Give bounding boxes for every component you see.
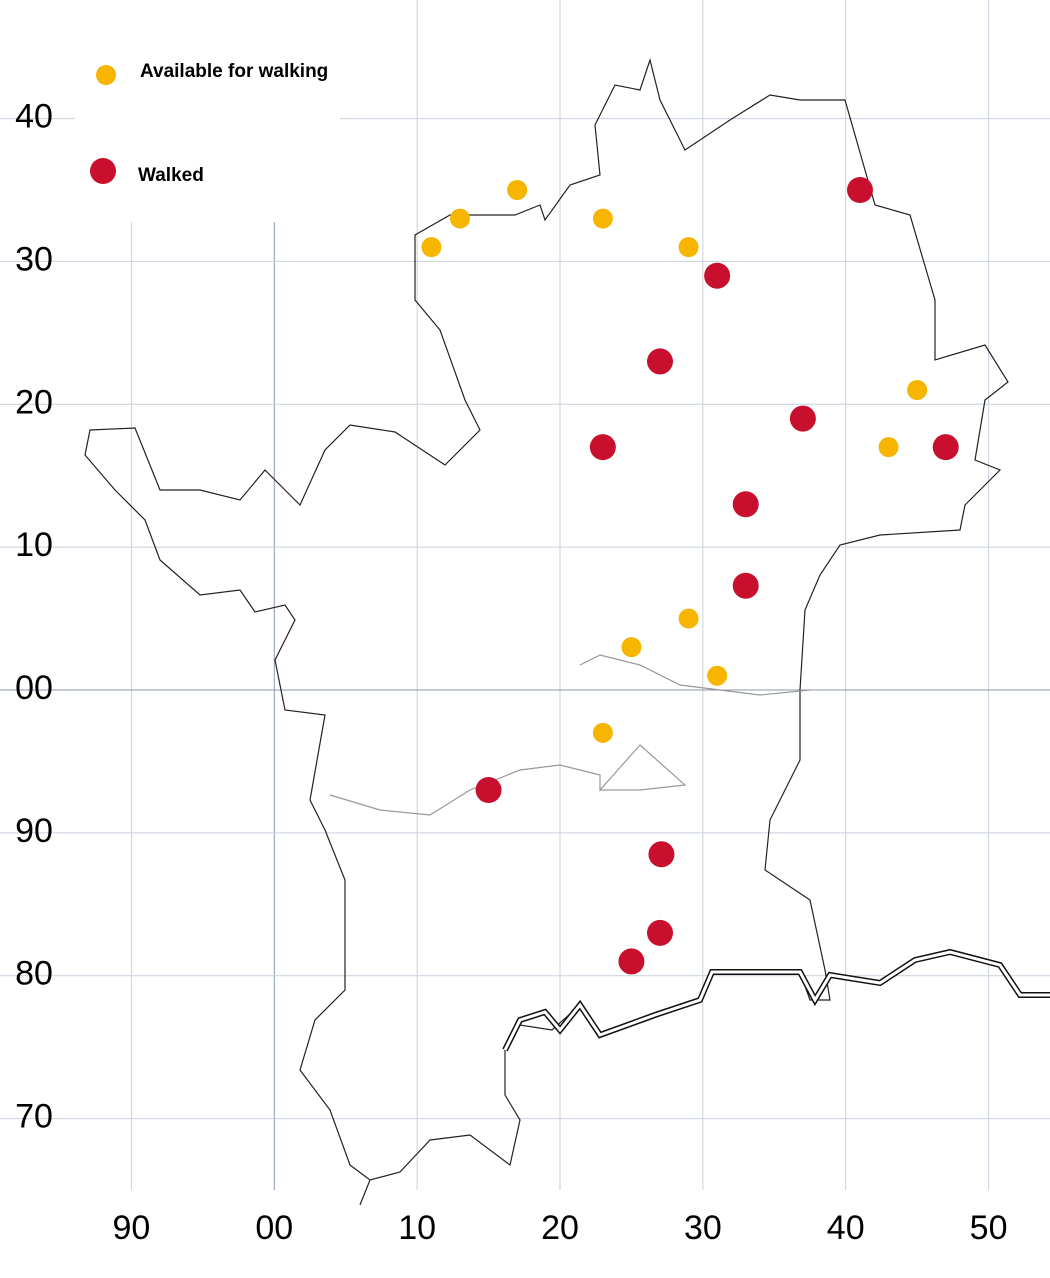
point: [592, 208, 613, 229]
point: [932, 434, 959, 461]
point: [732, 572, 759, 599]
river: [503, 950, 1050, 1051]
point: [647, 348, 673, 375]
x-tick-label: 40: [827, 1209, 865, 1247]
x-tick-label: 90: [113, 1209, 151, 1247]
x-tick-label: 30: [684, 1209, 722, 1247]
point: [678, 608, 699, 629]
boundary-tail: [359, 1179, 371, 1206]
point: [704, 262, 731, 289]
point: [647, 919, 673, 946]
x-tick-label: 20: [541, 1209, 579, 1247]
point: [421, 237, 442, 258]
point: [847, 177, 873, 203]
point: [618, 948, 645, 975]
y-tick-label: 00: [15, 669, 53, 707]
tick-labels: 90 00 10 20 30 40 50 40 30 20 10 00 90 80 70: [15, 98, 1007, 1247]
point: [648, 841, 675, 868]
y-tick-label: 40: [15, 98, 53, 136]
legend-marker: [96, 65, 116, 85]
point: [592, 722, 613, 743]
y-tick-label: 70: [15, 1098, 53, 1136]
point: [621, 637, 642, 658]
x-tick-label: 50: [970, 1209, 1008, 1247]
y-tick-label: 30: [15, 240, 53, 278]
y-tick-label: 10: [15, 526, 53, 564]
legend-label: Walked: [138, 165, 204, 186]
inner-boundary: [329, 654, 811, 816]
legend-marker: [90, 158, 116, 184]
grid: [0, 0, 1050, 1190]
x-tick-label: 00: [255, 1209, 293, 1247]
point: [450, 208, 470, 229]
point: [475, 777, 502, 803]
point: [507, 180, 528, 200]
point: [789, 405, 816, 432]
river-bank: [502, 948, 1050, 1052]
points: [421, 177, 959, 975]
point: [878, 437, 899, 458]
point: [907, 380, 928, 400]
point: [589, 434, 616, 461]
point: [732, 491, 759, 518]
y-tick-label: 80: [15, 955, 53, 993]
legend-label: Available for walking: [140, 61, 328, 82]
legend-background: [75, 0, 340, 222]
point: [678, 237, 699, 258]
point: [707, 665, 728, 686]
x-tick-label: 10: [398, 1209, 436, 1247]
legend: Available for walking Walked: [90, 61, 328, 186]
boundary: [84, 57, 1050, 1206]
y-tick-label: 20: [15, 383, 53, 421]
y-tick-label: 90: [15, 812, 53, 850]
